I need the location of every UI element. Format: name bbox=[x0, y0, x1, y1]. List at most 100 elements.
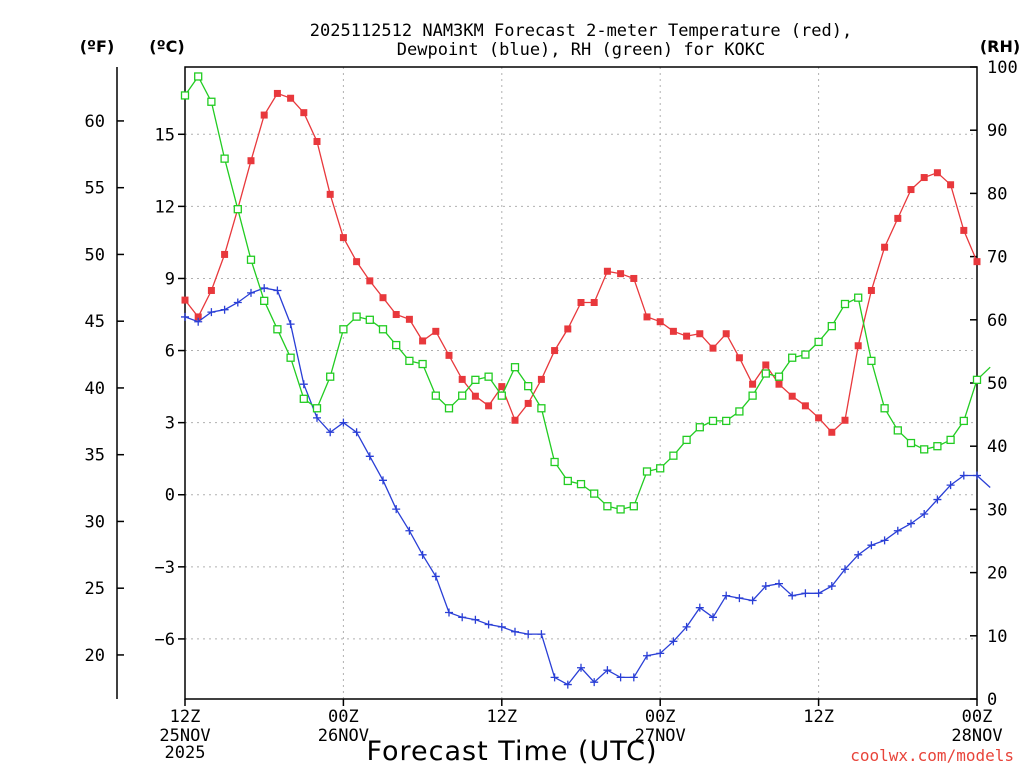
rh-point bbox=[642, 467, 652, 476]
dewpoint-point bbox=[946, 481, 955, 490]
temperature-point bbox=[907, 186, 915, 194]
x-tick-date-label: 28NOV bbox=[951, 726, 1002, 746]
rh-point bbox=[286, 353, 295, 362]
temperature-point bbox=[471, 392, 479, 400]
dewpoint-point bbox=[695, 603, 704, 612]
rh-point bbox=[233, 205, 242, 214]
fahrenheit-tick-label: 35 bbox=[85, 446, 105, 466]
temperature-point bbox=[709, 344, 717, 352]
rh-point bbox=[563, 476, 572, 486]
dewpoint-point bbox=[603, 666, 612, 675]
rh-point bbox=[510, 363, 520, 372]
dewpoint-point bbox=[643, 651, 651, 660]
temperature-point bbox=[287, 94, 295, 102]
dewpoint-point bbox=[682, 622, 691, 631]
temperature-point bbox=[300, 109, 308, 117]
rh-point bbox=[722, 416, 731, 426]
rh-point bbox=[471, 375, 480, 384]
temperature-point bbox=[458, 375, 466, 383]
temperature-point bbox=[973, 258, 981, 266]
dewpoint-point bbox=[194, 317, 203, 326]
temperature-point bbox=[603, 267, 611, 275]
dewpoint-point bbox=[497, 622, 506, 631]
x-tick-label: 12Z bbox=[170, 707, 201, 727]
rh-point bbox=[220, 154, 229, 163]
temperature-point bbox=[815, 414, 823, 422]
rh-point bbox=[484, 372, 493, 381]
rh-point bbox=[682, 435, 691, 445]
dewpoint-point bbox=[590, 678, 599, 687]
temperature-point bbox=[894, 214, 902, 222]
temperature-point bbox=[801, 402, 809, 410]
rh-tick-label: 90 bbox=[987, 121, 1007, 141]
dewpoint-point bbox=[405, 526, 414, 535]
rh-point bbox=[920, 445, 929, 454]
dewpoint-point bbox=[656, 649, 665, 658]
temperature-point bbox=[762, 361, 770, 369]
rh-point bbox=[735, 407, 744, 416]
series-dewpoint bbox=[181, 284, 991, 689]
rh-point bbox=[906, 438, 916, 448]
chart-title-line2: Dewpoint (blue), RH (green) for KOKC bbox=[397, 40, 765, 60]
dewpoint-point bbox=[365, 452, 374, 461]
rh-point bbox=[444, 404, 454, 413]
rh-point bbox=[761, 369, 770, 378]
dewpoint-point bbox=[392, 505, 401, 514]
dewpoint-point bbox=[563, 680, 572, 689]
rh-point bbox=[629, 502, 638, 511]
dewpoint-point bbox=[471, 615, 480, 624]
rh-tick-label: 0 bbox=[987, 690, 997, 710]
dewpoint-point bbox=[181, 312, 189, 321]
temperature-point bbox=[432, 327, 440, 335]
dewpoint-point bbox=[854, 550, 863, 559]
dewpoint-point bbox=[669, 637, 678, 646]
rh-point bbox=[418, 359, 427, 369]
rh-point bbox=[550, 457, 559, 467]
dewpoint-point bbox=[207, 308, 216, 317]
x-tick-label: 00Z bbox=[328, 707, 359, 727]
fahrenheit-tick-label: 20 bbox=[85, 646, 105, 666]
dewpoint-point bbox=[458, 613, 467, 622]
temperature-point bbox=[643, 313, 651, 321]
temperature-point bbox=[656, 318, 664, 326]
rh-tick-label: 10 bbox=[987, 627, 1007, 647]
temperature-point bbox=[273, 89, 281, 97]
rh-point bbox=[405, 356, 414, 366]
dewpoint-point bbox=[418, 550, 427, 559]
rh-point bbox=[524, 382, 533, 391]
celsius-tick-label: 15 bbox=[155, 125, 175, 145]
fahrenheit-tick-label: 60 bbox=[85, 112, 105, 132]
temperature-point bbox=[735, 354, 743, 362]
x-tick-date-label: 25NOV bbox=[159, 726, 210, 746]
dewpoint-point bbox=[511, 627, 519, 636]
dewpoint-point bbox=[907, 519, 915, 528]
celsius-tick-label: 6 bbox=[165, 342, 175, 362]
rh-point bbox=[194, 72, 203, 81]
dewpoint-point bbox=[959, 471, 968, 480]
dewpoint-point bbox=[748, 596, 757, 605]
rh-point bbox=[260, 296, 269, 305]
dewpoint-point bbox=[220, 305, 229, 314]
fahrenheit-tick-label: 45 bbox=[85, 312, 105, 332]
temperature-point bbox=[366, 277, 374, 285]
temperature-point bbox=[221, 250, 229, 258]
dewpoint-point bbox=[867, 541, 876, 550]
temperature-point bbox=[617, 270, 625, 278]
dewpoint-point bbox=[233, 298, 242, 307]
temperature-point bbox=[590, 298, 598, 306]
x-tick-label: 12Z bbox=[486, 707, 517, 727]
temperature-point bbox=[577, 298, 585, 306]
rh-point bbox=[273, 325, 282, 334]
rh-point bbox=[867, 356, 876, 366]
temperature-point bbox=[405, 315, 413, 323]
rh-point bbox=[537, 404, 546, 413]
dewpoint-point bbox=[299, 380, 308, 389]
fahrenheit-tick-label: 50 bbox=[85, 245, 105, 265]
temperature-point bbox=[788, 392, 796, 400]
rh-point bbox=[431, 391, 440, 400]
celsius-tick-label: 12 bbox=[155, 197, 175, 217]
rh-point bbox=[339, 325, 348, 334]
series-line bbox=[184, 287, 991, 686]
rh-point bbox=[840, 299, 850, 309]
